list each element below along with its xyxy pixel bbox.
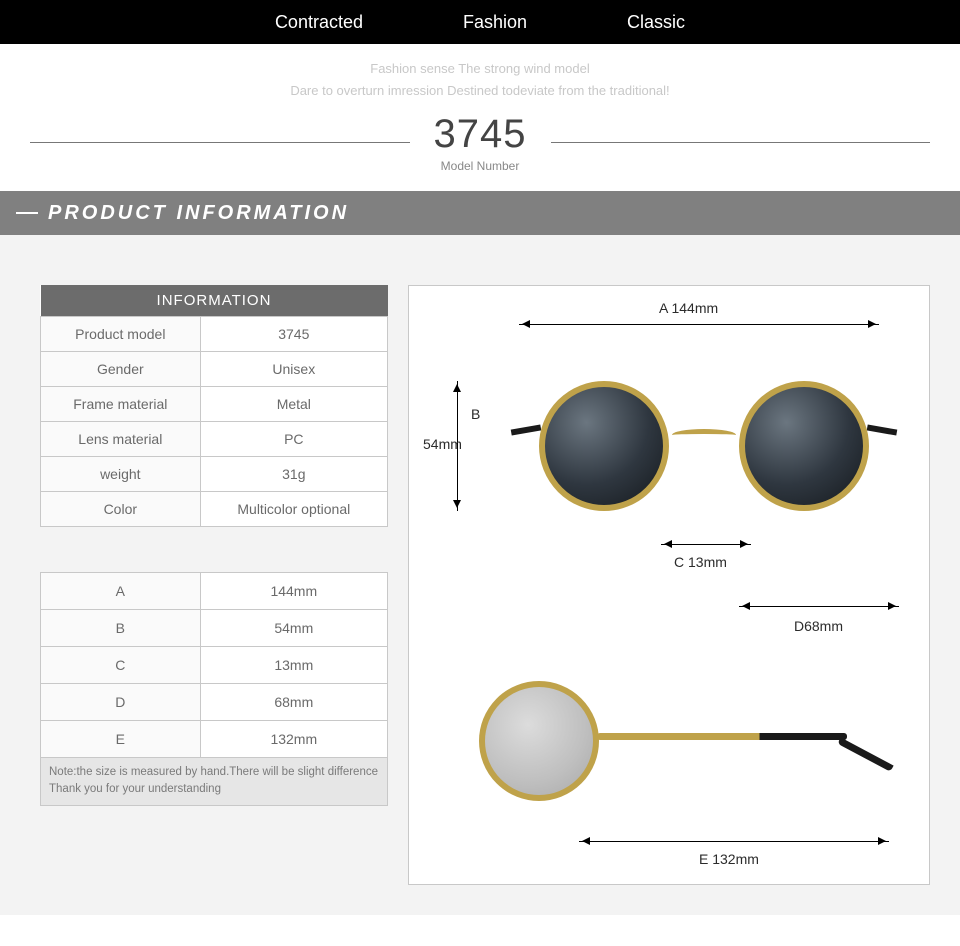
note-line: Thank you for your understanding xyxy=(49,781,379,798)
table-row: D68mm xyxy=(41,684,388,721)
cell-label: Frame material xyxy=(41,387,201,422)
model-row: 3745 Model Number xyxy=(0,112,960,191)
divider-line xyxy=(551,142,931,143)
cell-label: A xyxy=(41,573,201,610)
diagram-panel: A 144mm B 54mm C 13mm D68mm E 132mm xyxy=(408,285,930,885)
cell-label: weight xyxy=(41,457,201,492)
section-title: PRODUCT INFORMATION xyxy=(48,202,349,225)
cell-value: PC xyxy=(200,422,387,457)
cell-value: 54mm xyxy=(200,610,387,647)
table-row: C13mm xyxy=(41,647,388,684)
table-row: weight31g xyxy=(41,457,388,492)
table-row: Frame materialMetal xyxy=(41,387,388,422)
note-line: Note:the size is measured by hand.There … xyxy=(49,764,379,781)
temple-tip xyxy=(867,425,898,436)
table-row: GenderUnisex xyxy=(41,352,388,387)
dim-label-e: E 132mm xyxy=(699,851,759,867)
arrow-c xyxy=(661,544,751,545)
dim-label-b1: B xyxy=(471,406,480,422)
cell-label: Gender xyxy=(41,352,201,387)
dim-label-c: C 13mm xyxy=(674,554,727,570)
lens-left xyxy=(539,381,669,511)
model-center: 3745 Model Number xyxy=(434,112,527,173)
cell-value: 132mm xyxy=(200,721,387,758)
bridge xyxy=(672,429,736,441)
cell-label: E xyxy=(41,721,201,758)
cell-value: 68mm xyxy=(200,684,387,721)
cell-value: Unisex xyxy=(200,352,387,387)
table-row: B54mm xyxy=(41,610,388,647)
topbar-item: Classic xyxy=(627,12,685,33)
cell-label: B xyxy=(41,610,201,647)
cell-label: Lens material xyxy=(41,422,201,457)
section-header: PRODUCT INFORMATION xyxy=(0,191,960,235)
cell-value: 31g xyxy=(200,457,387,492)
dim-label-d: D68mm xyxy=(794,618,843,634)
side-arm-tip xyxy=(837,738,893,772)
table-row: A144mm xyxy=(41,573,388,610)
dim-label-b2: 54mm xyxy=(423,436,462,452)
tagline-line: Fashion sense The strong wind model xyxy=(0,58,960,80)
cell-label: C xyxy=(41,647,201,684)
arrow-e xyxy=(579,841,889,842)
dimensions-table: A144mm B54mm C13mm D68mm E132mm xyxy=(40,572,388,758)
dash-icon xyxy=(16,212,38,214)
cell-value: Metal xyxy=(200,387,387,422)
topbar-item: Fashion xyxy=(463,12,527,33)
topbar-item: Contracted xyxy=(275,12,363,33)
tagline-line: Dare to overturn imression Destined tode… xyxy=(0,80,960,102)
table-row: Product model3745 xyxy=(41,317,388,352)
cell-label: Color xyxy=(41,492,201,527)
table-row: ColorMulticolor optional xyxy=(41,492,388,527)
cell-value: 144mm xyxy=(200,573,387,610)
info-table: INFORMATION Product model3745 GenderUnis… xyxy=(40,285,388,527)
note-box: Note:the size is measured by hand.There … xyxy=(40,758,388,806)
dim-label-a: A 144mm xyxy=(659,300,718,316)
divider-line xyxy=(30,142,410,143)
temple-tip xyxy=(511,425,542,436)
content-area: INFORMATION Product model3745 GenderUnis… xyxy=(0,235,960,915)
cell-label: Product model xyxy=(41,317,201,352)
glasses-front-view xyxy=(539,381,869,521)
table-row: E132mm xyxy=(41,721,388,758)
cell-label: D xyxy=(41,684,201,721)
cell-value: 3745 xyxy=(200,317,387,352)
top-bar: Contracted Fashion Classic xyxy=(0,0,960,44)
cell-value: Multicolor optional xyxy=(200,492,387,527)
cell-value: 13mm xyxy=(200,647,387,684)
side-arm xyxy=(597,733,847,740)
arrow-a xyxy=(519,324,879,325)
model-number: 3745 xyxy=(434,112,527,157)
info-table-header: INFORMATION xyxy=(41,285,388,317)
model-label: Model Number xyxy=(434,159,527,173)
glasses-side-view xyxy=(479,681,899,831)
table-row: Lens materialPC xyxy=(41,422,388,457)
left-column: INFORMATION Product model3745 GenderUnis… xyxy=(40,285,388,885)
arrow-d xyxy=(739,606,899,607)
lens-right xyxy=(739,381,869,511)
tagline: Fashion sense The strong wind model Dare… xyxy=(0,44,960,112)
side-lens-ring xyxy=(479,681,599,801)
